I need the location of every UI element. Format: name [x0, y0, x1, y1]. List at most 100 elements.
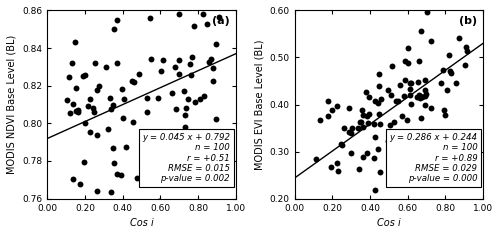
- Point: [371, 135, 379, 139]
- Point: [212, 117, 220, 120]
- Point: [388, 64, 396, 68]
- Point: [114, 172, 122, 176]
- Point: [402, 78, 409, 82]
- Point: [396, 83, 404, 87]
- Point: [356, 121, 364, 124]
- Point: [90, 110, 98, 114]
- Point: [347, 131, 355, 135]
- Point: [428, 106, 436, 110]
- Point: [118, 87, 126, 90]
- Point: [392, 155, 400, 158]
- Point: [200, 94, 208, 98]
- Point: [118, 173, 126, 176]
- Point: [72, 41, 80, 44]
- Point: [129, 120, 137, 124]
- Point: [374, 101, 382, 105]
- Point: [377, 97, 385, 100]
- Point: [84, 209, 92, 213]
- Point: [362, 114, 370, 118]
- Point: [371, 188, 379, 192]
- Point: [143, 96, 151, 100]
- Point: [74, 110, 82, 114]
- Point: [204, 60, 212, 64]
- Point: [334, 170, 342, 173]
- Point: [462, 45, 469, 49]
- Point: [81, 73, 89, 77]
- Point: [387, 94, 395, 97]
- Point: [376, 170, 384, 174]
- Point: [86, 97, 94, 101]
- Point: [160, 130, 168, 134]
- Point: [333, 104, 341, 108]
- Point: [440, 108, 448, 112]
- Point: [102, 65, 110, 69]
- Point: [358, 108, 366, 111]
- Point: [110, 161, 118, 165]
- Point: [407, 102, 415, 106]
- Point: [417, 116, 425, 120]
- Point: [322, 205, 330, 208]
- Point: [319, 210, 327, 214]
- Point: [110, 147, 118, 150]
- Point: [414, 93, 422, 97]
- Point: [384, 139, 392, 143]
- Point: [362, 90, 370, 94]
- Point: [421, 88, 429, 92]
- Point: [122, 145, 130, 149]
- Point: [324, 114, 332, 118]
- Point: [202, 23, 210, 26]
- Point: [135, 72, 143, 76]
- Point: [112, 18, 120, 22]
- Point: [149, 132, 157, 135]
- Point: [130, 80, 138, 84]
- Point: [66, 75, 74, 79]
- Point: [384, 89, 392, 92]
- Point: [92, 88, 100, 91]
- Point: [188, 55, 196, 59]
- Point: [463, 49, 471, 53]
- Point: [182, 125, 190, 129]
- Point: [110, 103, 118, 107]
- Point: [172, 65, 179, 69]
- Point: [81, 121, 89, 125]
- Point: [355, 168, 363, 171]
- Point: [362, 151, 370, 155]
- Point: [340, 126, 347, 130]
- Point: [120, 97, 128, 101]
- Point: [93, 189, 101, 192]
- Point: [406, 81, 414, 85]
- Point: [328, 165, 336, 169]
- Point: [345, 130, 353, 133]
- Point: [182, 113, 190, 117]
- Point: [376, 123, 384, 126]
- Point: [66, 111, 74, 114]
- Point: [191, 100, 199, 104]
- Point: [196, 97, 204, 101]
- Text: (a): (a): [212, 16, 230, 26]
- Point: [144, 110, 152, 114]
- Point: [444, 88, 452, 91]
- Point: [400, 94, 408, 98]
- Point: [348, 126, 356, 130]
- Point: [72, 86, 80, 90]
- Point: [154, 199, 162, 203]
- Text: (b): (b): [459, 16, 477, 26]
- Point: [312, 157, 320, 161]
- Point: [164, 133, 172, 137]
- Point: [108, 107, 116, 111]
- Point: [316, 118, 324, 121]
- Point: [360, 113, 368, 117]
- Y-axis label: MODIS NDVI Base Level (BL): MODIS NDVI Base Level (BL): [7, 35, 17, 174]
- Point: [182, 144, 190, 148]
- Point: [168, 91, 176, 95]
- Point: [338, 143, 345, 147]
- Point: [376, 112, 384, 116]
- X-axis label: Cos i: Cos i: [130, 218, 154, 228]
- Point: [119, 116, 127, 120]
- Point: [79, 74, 87, 78]
- Point: [417, 29, 425, 33]
- Point: [386, 123, 394, 127]
- Point: [421, 103, 429, 107]
- Point: [461, 63, 469, 67]
- Point: [452, 81, 460, 85]
